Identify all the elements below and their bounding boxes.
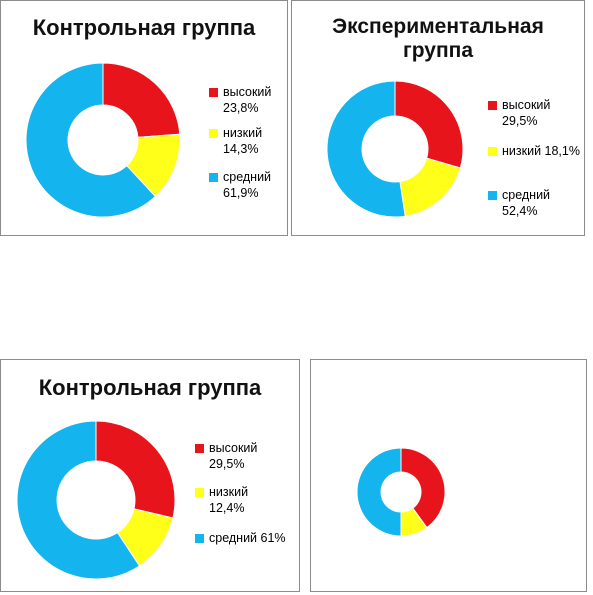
slice-medium: [16, 420, 141, 580]
legend-swatch-high: [195, 444, 204, 453]
chart-title: Экспериментальная группа: [292, 15, 584, 63]
slice-low: [399, 157, 461, 217]
legend-value: 14,3%: [223, 142, 259, 156]
legend-label: низкий: [209, 485, 249, 499]
chart-title-line1: Экспериментальная: [332, 15, 544, 38]
chart-title: Контрольная группа: [32, 15, 256, 40]
legend-swatch-medium: [209, 173, 218, 182]
legend-value: 29,5%: [209, 457, 245, 471]
chart-title: Контрольная группа: [38, 375, 262, 400]
chart-panel-experimental: Экспериментальная группа высокий 29,5% н…: [291, 0, 585, 236]
legend-label: высокий: [209, 441, 258, 455]
legend-swatch-high: [488, 101, 497, 110]
slice-high: [400, 447, 446, 529]
legend-value: 23,8%: [223, 101, 259, 115]
legend-swatch-low: [209, 129, 218, 138]
legend-swatch-medium: [195, 534, 204, 543]
chart-panel-control-2: Контрольная группа высокий 29,5% низкий …: [0, 359, 300, 592]
donut-chart: [16, 420, 176, 580]
donut-chart: [326, 80, 464, 218]
donut-chart: [356, 447, 446, 537]
chart-title-line2: группа: [402, 39, 474, 63]
legend-label: средний: [502, 188, 551, 202]
slice-high: [394, 80, 464, 169]
legend-label: низкий 18,1%: [502, 144, 580, 158]
slice-high: [95, 420, 176, 519]
chart-panel-small: [310, 359, 587, 592]
legend-value: 12,4%: [209, 501, 245, 515]
slice-medium: [326, 80, 406, 218]
slice-high: [102, 62, 181, 138]
slice-medium: [356, 447, 402, 537]
legend-label: высокий: [223, 85, 272, 99]
legend-swatch-low: [195, 488, 204, 497]
donut-chart: [25, 62, 181, 218]
chart-panel-control-1: Контрольная группа высокий 23,8% низкий …: [0, 0, 288, 236]
legend-label: высокий: [502, 98, 551, 112]
legend-swatch-medium: [488, 191, 497, 200]
legend-label: низкий: [223, 126, 263, 140]
legend-swatch-high: [209, 88, 218, 97]
legend-value: 52,4%: [502, 204, 538, 218]
legend-label: средний 61%: [209, 531, 286, 545]
legend-label: средний: [223, 170, 272, 184]
slice-medium: [25, 62, 157, 218]
legend-value: 61,9%: [223, 186, 259, 200]
legend-value: 29,5%: [502, 114, 538, 128]
legend-swatch-low: [488, 147, 497, 156]
